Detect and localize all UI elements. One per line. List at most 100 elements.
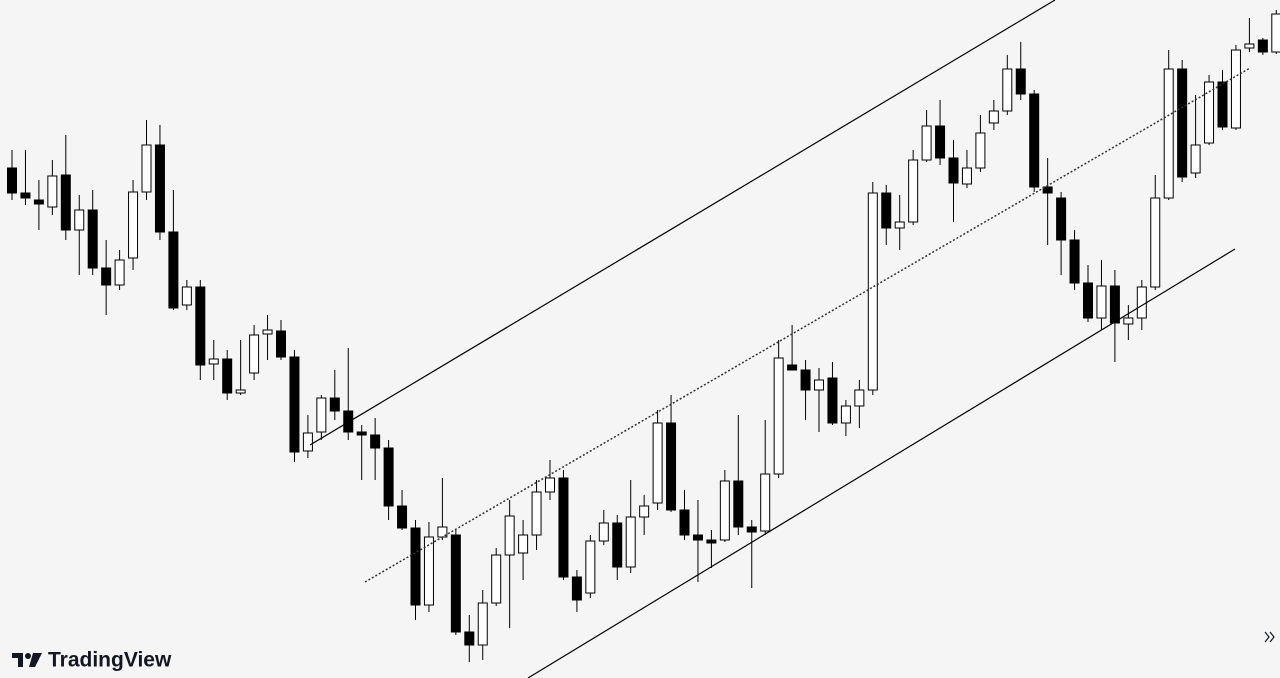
candle-body-up (1190, 144, 1201, 174)
candle-body-up (47, 175, 58, 208)
logo-icon (12, 653, 23, 667)
candle-body-down (33, 199, 44, 205)
candle-body-down (276, 330, 286, 358)
candle-body-up (208, 358, 219, 365)
candle-body-up (1096, 285, 1107, 319)
candle-body-up (504, 515, 515, 556)
candle-body-up (518, 534, 529, 554)
candle-body-up (598, 522, 609, 542)
candle-body-down (733, 480, 744, 528)
candle-body-up (840, 405, 851, 424)
candle-body-up (262, 329, 273, 335)
candle-body-up (652, 422, 663, 504)
candle-body-up (585, 540, 596, 594)
candle-body-up (760, 473, 771, 532)
candle-body-down (60, 174, 71, 231)
candle-body-up (235, 389, 246, 394)
candle-body-down (464, 631, 475, 646)
candle-body-up (988, 110, 999, 124)
candle-body-down (289, 356, 300, 453)
candle-body-down (87, 209, 98, 269)
logo-icon-dot (25, 653, 31, 659)
candle-body-up (74, 209, 85, 231)
candle-body-down (1083, 282, 1093, 319)
candle-body-up (867, 192, 878, 391)
candle-body-down (746, 526, 757, 533)
candles (7, 10, 1280, 662)
candle-body-up (1230, 49, 1241, 129)
candle-body-down (787, 364, 798, 371)
candle-body-up (1204, 81, 1215, 144)
candle-body-up (773, 357, 784, 475)
candle-body-down (948, 157, 959, 184)
candle-body-down (222, 358, 233, 394)
candle-body-down (679, 509, 690, 536)
candle-body-down (1069, 239, 1080, 284)
candle-body-up (921, 125, 932, 161)
logo-icon-slash (29, 653, 42, 667)
candle-body-up (625, 516, 636, 568)
candle-body-down (195, 286, 206, 366)
channel-upper-line (309, 0, 1056, 446)
candle-body-up (1244, 43, 1255, 49)
candle-body-down (881, 192, 892, 229)
candle-body-down (329, 397, 340, 412)
candle-body-down (154, 144, 165, 233)
candle-body-up (249, 334, 260, 374)
scroll-button[interactable] (1264, 631, 1275, 643)
candle-body-down (383, 447, 394, 507)
candle-body-down (20, 192, 31, 199)
candle-body-down (356, 431, 367, 436)
candle-body-down (101, 267, 112, 286)
candle-body-up (316, 397, 327, 433)
channel-lower-line (527, 248, 1236, 678)
candle-body-down (612, 522, 623, 568)
candle-body-up (719, 480, 730, 541)
candle-body-down (7, 167, 17, 194)
candle-body-down (935, 125, 946, 159)
candle-body-up (1136, 286, 1147, 319)
candle-body-down (706, 539, 717, 544)
candle-body-up (1123, 317, 1134, 325)
candle-body-down (571, 576, 582, 601)
candle-body-up (961, 167, 972, 185)
candle-body-up (531, 491, 542, 536)
candle-body-down (1042, 186, 1053, 194)
candle-body-down (450, 534, 461, 633)
candle-body-up (1163, 68, 1174, 199)
logo-text: TradingView (48, 649, 172, 672)
candle-body-up (128, 191, 139, 259)
candle-body-up (975, 132, 986, 169)
candle-body-down (1056, 197, 1067, 241)
candle-body-up (114, 259, 125, 286)
candle-body-down (1217, 81, 1228, 128)
candle-body-down (1029, 93, 1040, 188)
candle-body-down (666, 422, 677, 511)
candle-body-up (423, 536, 434, 606)
candle-body-up (181, 286, 192, 306)
candle-body-up (894, 221, 905, 229)
candle-body-down (1015, 68, 1026, 95)
candle-body-up (141, 144, 152, 193)
candle-body-down (800, 369, 811, 391)
candle-body-down (558, 477, 569, 578)
candle-body-down (397, 505, 408, 529)
candle-body-up (1150, 197, 1161, 288)
candle-body-up (1271, 13, 1280, 53)
candle-body-up (545, 477, 555, 493)
candle-body-up (854, 389, 865, 407)
candle-body-up (814, 379, 824, 391)
channel-mid-line (364, 67, 1251, 583)
candle-body-down (827, 377, 838, 424)
logo[interactable]: TradingView (12, 649, 172, 672)
candle-body-up (477, 602, 488, 646)
candle-body-down (370, 434, 381, 449)
candle-body-up (1002, 68, 1013, 112)
candle-body-down (410, 527, 421, 606)
candle-body-down (692, 534, 703, 541)
candle-body-down (168, 231, 179, 309)
candle-body-down (1257, 39, 1268, 53)
candle-body-up (302, 432, 313, 452)
